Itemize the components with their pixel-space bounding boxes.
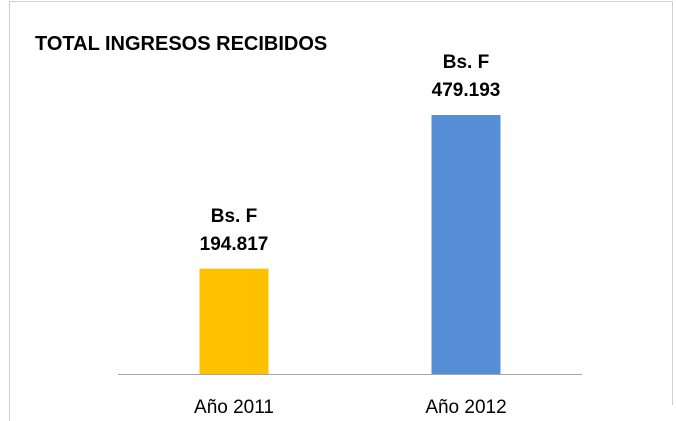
data-label: Bs. F 479.193 bbox=[431, 52, 501, 101]
data-label: Bs. F 194.817 bbox=[199, 205, 269, 255]
x-tick-label: Año 2012 bbox=[425, 397, 507, 418]
bar bbox=[199, 268, 269, 374]
chart-title: TOTAL INGRESOS RECIBIDOS bbox=[35, 33, 328, 55]
x-tick-label: Año 2011 bbox=[194, 397, 274, 418]
bar bbox=[431, 115, 501, 374]
